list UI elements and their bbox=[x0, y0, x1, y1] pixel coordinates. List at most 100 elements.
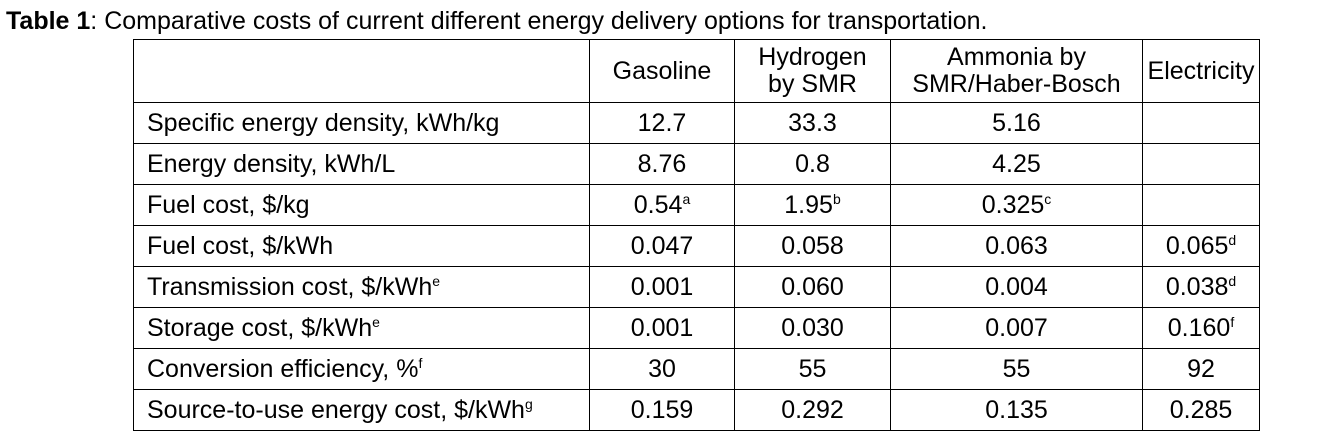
table-cell: 5.16 bbox=[890, 102, 1143, 144]
cell-value: 0.135 bbox=[985, 395, 1048, 424]
cell-value: 55 bbox=[798, 354, 827, 383]
table-cell bbox=[1142, 184, 1260, 226]
table-header: Gasoline Hydrogen by SMR Ammonia by SMR/Habe… bbox=[133, 39, 1260, 103]
table-cell: 0.325c bbox=[890, 184, 1143, 226]
cell-value: 0.004 bbox=[985, 272, 1048, 301]
footnote-marker: a bbox=[682, 190, 691, 207]
column-header-line: Gasoline bbox=[612, 56, 712, 85]
table-row: Storage cost, $/kWhe 0.001 0.030 0.007 0.160… bbox=[133, 307, 1260, 349]
column-header: Gasoline bbox=[589, 39, 735, 103]
table-cell: 30 bbox=[589, 348, 735, 390]
cell-value: 0.038 bbox=[1165, 272, 1229, 301]
cell-value: 0.065 bbox=[1165, 231, 1229, 260]
row-label-text: Transmission cost, $/kWh bbox=[147, 272, 433, 301]
cost-comparison-table: Gasoline Hydrogen by SMR Ammonia by SMR/Habe… bbox=[133, 39, 1260, 431]
column-header: Electricity bbox=[1142, 39, 1260, 103]
column-header-line: Electricity bbox=[1147, 56, 1255, 85]
row-label: Fuel cost, $/kg bbox=[133, 184, 590, 226]
column-header: Hydrogen by SMR bbox=[734, 39, 891, 103]
table-cell: 0.160f bbox=[1142, 307, 1260, 349]
row-label-text: Source-to-use energy cost, $/kWh bbox=[147, 395, 525, 424]
footnote-marker: g bbox=[524, 395, 533, 412]
cell-value: 8.76 bbox=[637, 149, 687, 178]
caption-text: : Comparative costs of current different… bbox=[90, 7, 988, 35]
cell-value: 5.16 bbox=[992, 108, 1041, 137]
table-cell: 0.292 bbox=[734, 389, 891, 431]
column-header-line: by SMR bbox=[768, 70, 857, 98]
row-label-text: Fuel cost, $/kg bbox=[147, 190, 310, 219]
cell-value: 0.160 bbox=[1167, 313, 1231, 342]
cell-value: 0.030 bbox=[781, 313, 844, 342]
cell-value: 1.95 bbox=[784, 190, 833, 219]
table-cell: 12.7 bbox=[589, 102, 735, 144]
column-header-line: SMR/Haber-Bosch bbox=[912, 70, 1121, 98]
table-cell: 0.030 bbox=[734, 307, 891, 349]
table-caption: Table 1: Comparative costs of current di… bbox=[6, 6, 988, 36]
table-row: Conversion efficiency, %f 30 55 55 92 bbox=[133, 348, 1260, 390]
cell-value: 0.292 bbox=[781, 395, 844, 424]
table-cell: 0.135 bbox=[890, 389, 1143, 431]
cell-value: 4.25 bbox=[992, 149, 1041, 178]
header-row: Gasoline Hydrogen by SMR Ammonia by SMR/Habe… bbox=[133, 39, 1260, 103]
row-label-text: Storage cost, $/kWh bbox=[147, 313, 373, 342]
table-cell: 0.058 bbox=[734, 225, 891, 267]
table-cell: 0.038d bbox=[1142, 266, 1260, 308]
table-cell: 0.159 bbox=[589, 389, 735, 431]
cell-value: 0.001 bbox=[630, 272, 694, 301]
cell-value: 0.058 bbox=[781, 231, 844, 260]
cell-value: 92 bbox=[1187, 354, 1215, 383]
column-header: Ammonia by SMR/Haber-Bosch bbox=[890, 39, 1143, 103]
table-cell: 0.54a bbox=[589, 184, 735, 226]
column-header-line: Hydrogen bbox=[758, 43, 867, 71]
footnote-marker: d bbox=[1228, 272, 1237, 289]
table-cell: 0.285 bbox=[1142, 389, 1260, 431]
table-cell: 55 bbox=[734, 348, 891, 390]
table-cell bbox=[1142, 143, 1260, 185]
table-cell: 92 bbox=[1142, 348, 1260, 390]
row-label-text: Conversion efficiency, % bbox=[147, 354, 419, 383]
table-cell: 33.3 bbox=[734, 102, 891, 144]
column-header-line: Ammonia by bbox=[947, 43, 1086, 71]
cell-value: 0.54 bbox=[633, 190, 683, 219]
caption-label: Table 1 bbox=[6, 7, 91, 35]
table-cell: 0.060 bbox=[734, 266, 891, 308]
table-cell: 4.25 bbox=[890, 143, 1143, 185]
cell-value: 0.047 bbox=[630, 231, 694, 260]
table-cell: 0.004 bbox=[890, 266, 1143, 308]
row-label: Conversion efficiency, %f bbox=[133, 348, 590, 390]
cell-value: 30 bbox=[648, 354, 676, 383]
row-label: Transmission cost, $/kWhe bbox=[133, 266, 590, 308]
table-row: Specific energy density, kWh/kg 12.7 33.3 5… bbox=[133, 102, 1260, 144]
row-label-text: Fuel cost, $/kWh bbox=[147, 231, 334, 260]
cell-value: 0.063 bbox=[985, 231, 1048, 260]
footnote-marker: e bbox=[372, 313, 380, 330]
cell-value: 0.159 bbox=[630, 395, 694, 424]
row-label: Source-to-use energy cost, $/kWhg bbox=[133, 389, 590, 431]
footnote-marker: f bbox=[418, 354, 423, 371]
footnote-marker: d bbox=[1228, 231, 1237, 248]
footnote-marker: f bbox=[1230, 313, 1235, 330]
table-body: Specific energy density, kWh/kg 12.7 33.3 5… bbox=[133, 102, 1260, 431]
table-cell: 0.8 bbox=[734, 143, 891, 185]
table-cell: 0.063 bbox=[890, 225, 1143, 267]
table-row: Source-to-use energy cost, $/kWhg 0.159 0.… bbox=[133, 389, 1260, 431]
table-cell: 55 bbox=[890, 348, 1143, 390]
row-label-text: Specific energy density, kWh/kg bbox=[147, 108, 500, 137]
cell-value: 33.3 bbox=[788, 108, 837, 137]
footnote-marker: e bbox=[432, 272, 441, 289]
table-row: Fuel cost, $/kg 0.54a 1.95b 0.325c bbox=[133, 184, 1260, 226]
table-cell: 0.047 bbox=[589, 225, 735, 267]
table-cell: 1.95b bbox=[734, 184, 891, 226]
cell-value: 0.060 bbox=[781, 272, 844, 301]
table-cell: 0.001 bbox=[589, 307, 735, 349]
footnote-marker: b bbox=[832, 190, 841, 207]
row-label: Energy density, kWh/L bbox=[133, 143, 590, 185]
cell-value: 0.001 bbox=[630, 313, 694, 342]
table-row: Energy density, kWh/L 8.76 0.8 4.25 bbox=[133, 143, 1260, 185]
cell-value: 0.007 bbox=[985, 313, 1048, 342]
table-cell bbox=[1142, 102, 1260, 144]
cell-value: 0.285 bbox=[1169, 395, 1233, 424]
cell-value: 12.7 bbox=[637, 108, 687, 137]
row-label: Fuel cost, $/kWh bbox=[133, 225, 590, 267]
table-cell: 8.76 bbox=[589, 143, 735, 185]
